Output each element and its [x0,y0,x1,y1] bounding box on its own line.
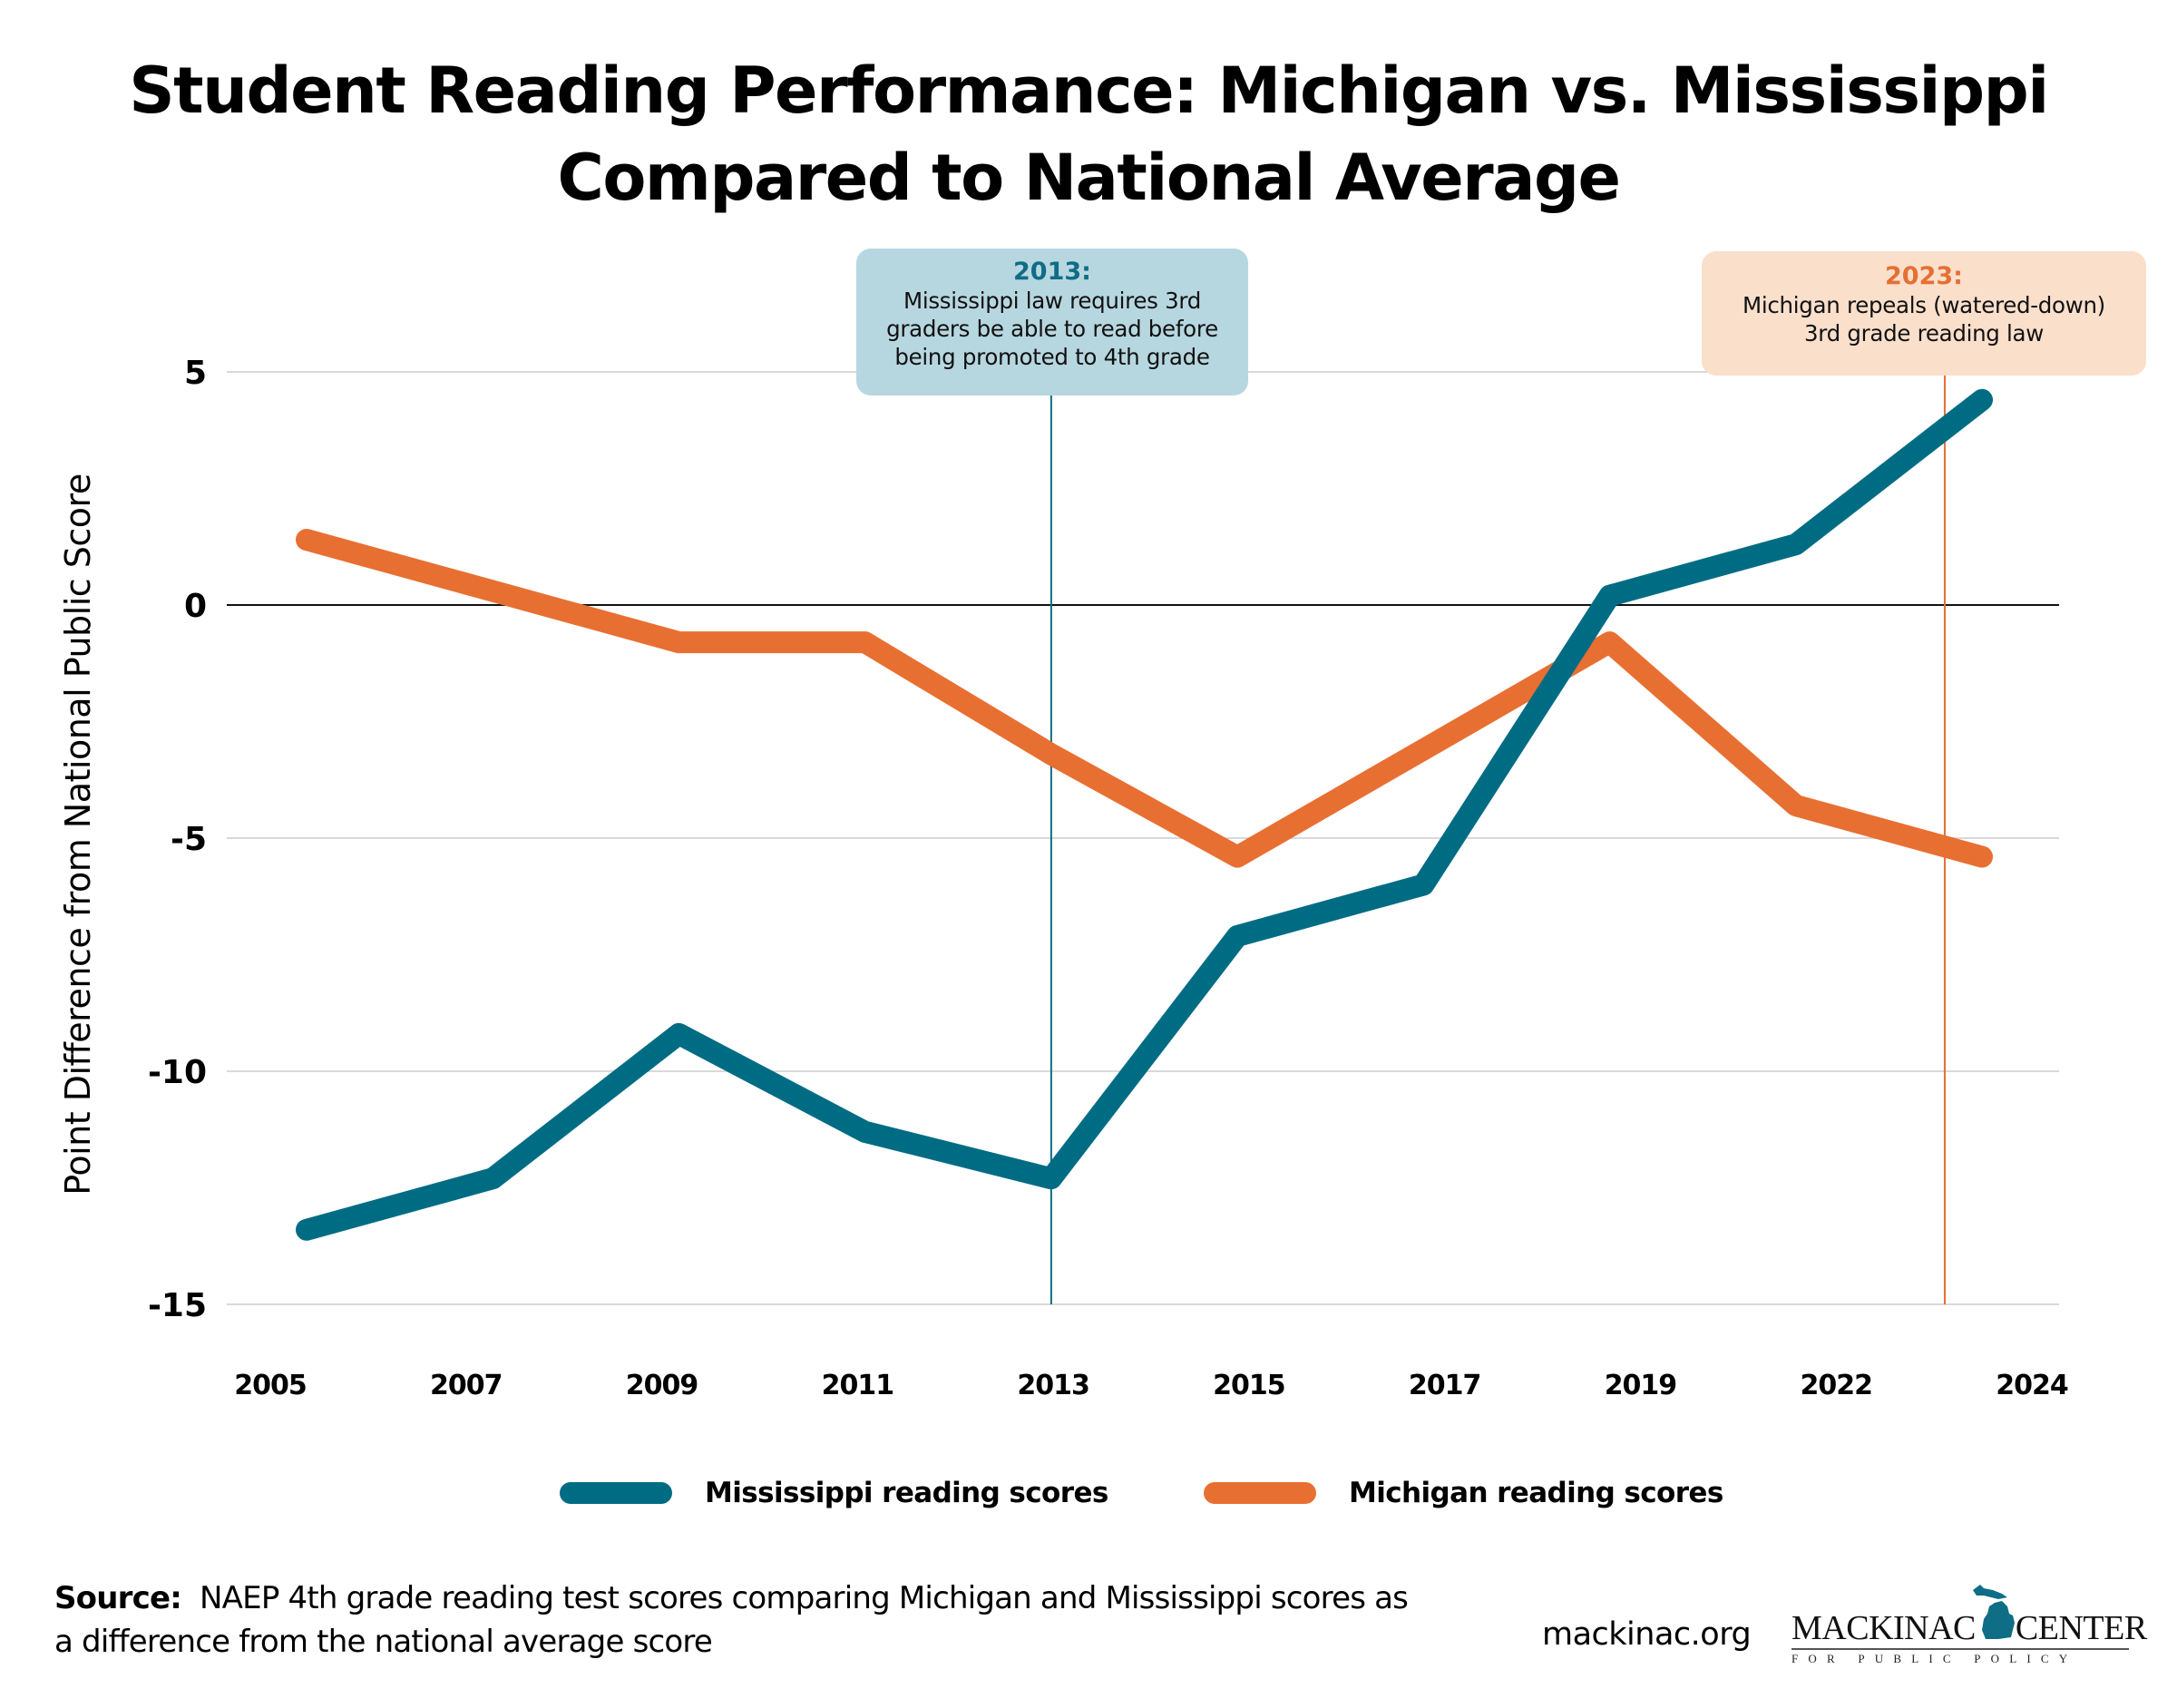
logo-rule [1791,1648,2129,1650]
data-point-michigan [1236,855,1239,858]
annotation-2023-line-2: 3rd grade reading law [1803,320,2045,346]
data-point-michigan [492,590,494,592]
logo-word-right: CENTER [2015,1609,2147,1647]
y-tick-label: 5 [184,355,207,392]
data-point-michigan [1049,753,1052,756]
data-point-mississippi [1608,594,1611,597]
annotation-2023: 2023: Michigan repeals (watered-down) 3r… [1702,251,2146,376]
legend-label-mississippi: Mississippi reading scores [705,1477,1108,1509]
logo-wordmark: MACKINAC CENTER [1791,1608,2147,1648]
data-point-michigan [678,641,680,644]
annotation-2013-year: 2013: [1013,258,1091,286]
data-point-mississippi [678,1032,680,1035]
series-line-mississippi [296,388,1993,1241]
x-tick-label: 2015 [1213,1370,1285,1401]
x-tick-label: 2022 [1800,1370,1872,1401]
chart-title-line-1: Student Reading Performance: Michigan vs… [129,54,2049,128]
annotation-2013-line-2: graders be able to read before [886,316,1218,342]
source-note: Source: NAEP 4th grade reading test scor… [54,1576,1415,1664]
source-label: Source: [54,1580,182,1616]
data-point-mississippi [306,1228,308,1231]
michigan-map-icon [1973,1585,2015,1639]
chart-title: Student Reading Performance: Michigan vs… [0,47,2177,221]
data-point-mississippi [1422,883,1425,886]
annotation-2013-line-3: being promoted to 4th grade [894,344,1210,370]
legend-swatch-michigan [1204,1482,1316,1504]
y-tick-label: -15 [148,1287,207,1324]
chart-legend: Mississippi reading scores Michigan read… [0,1477,2177,1513]
data-point-michigan [1981,855,1983,858]
logo-word-left: MACKINAC [1791,1609,1976,1647]
x-tick-label: 2009 [626,1370,698,1401]
site-link[interactable]: mackinac.org [1542,1616,1752,1653]
series-line-michigan [296,529,1993,868]
data-point-michigan [864,641,866,644]
logo-tagline: FOR PUBLIC POLICY [1791,1652,2078,1665]
data-point-mississippi [492,1177,494,1180]
x-tick-label: 2005 [234,1370,307,1401]
x-axis-ticks: 2005 2007 2009 2011 2013 2015 2017 2019 2022 2024 [234,1370,2069,1401]
chart-title-line-2: Compared to National Average [557,141,1621,215]
x-tick-label: 2011 [822,1370,894,1401]
data-point-mississippi [864,1130,866,1133]
legend-label-michigan: Michigan reading scores [1349,1477,1723,1509]
source-text: NAEP 4th grade reading test scores compa… [54,1580,1409,1660]
x-tick-label: 2007 [430,1370,503,1401]
mackinac-center-logo: MACKINAC CENTER FOR PUBLIC POLICY [1791,1583,2147,1665]
legend-item-mississippi[interactable]: Mississippi reading scores [560,1477,1108,1509]
y-axis-ticks: 5 0 -5 -10 -15 [148,355,207,1324]
data-point-michigan [1608,641,1611,644]
y-tick-label: -10 [148,1054,207,1091]
data-point-michigan [306,539,308,542]
annotation-2013: 2013: Mississippi law requires 3rd grade… [856,249,1248,395]
y-tick-label: 0 [184,588,207,625]
x-tick-label: 2024 [1996,1370,2068,1401]
data-point-michigan [1794,805,1797,807]
legend-swatch-mississippi [560,1482,672,1504]
x-tick-label: 2013 [1017,1370,1089,1401]
x-tick-label: 2017 [1409,1370,1481,1401]
data-point-mississippi [1981,398,1983,401]
data-point-mississippi [1794,543,1797,546]
series-lines [296,388,1993,1241]
annotation-2023-year: 2023: [1885,262,1963,290]
annotation-2023-line-1: Michigan repeals (watered-down) [1743,292,2105,318]
y-tick-label: -5 [171,821,207,858]
y-axis-label: Point Difference from National Public Sc… [58,473,98,1196]
legend-item-michigan[interactable]: Michigan reading scores [1204,1477,1723,1509]
data-point-michigan [1422,748,1425,751]
data-point-mississippi [1049,1177,1052,1180]
data-point-mississippi [1236,934,1239,937]
annotation-2013-line-1: Mississippi law requires 3rd [903,288,1201,314]
x-tick-label: 2019 [1605,1370,1677,1401]
